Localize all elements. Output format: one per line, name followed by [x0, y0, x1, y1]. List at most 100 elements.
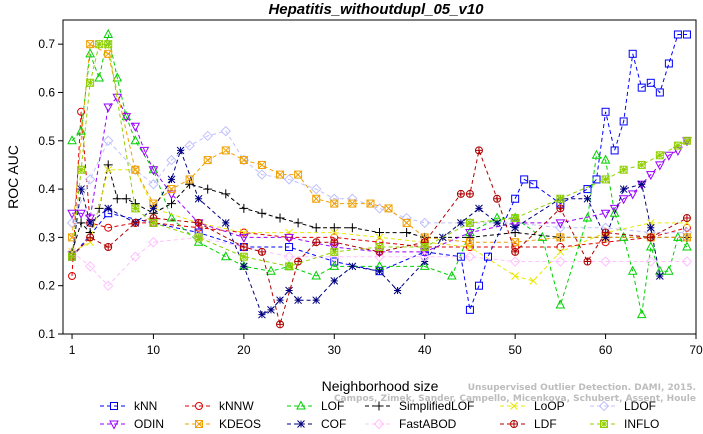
point-ldof: [419, 217, 430, 229]
series-line-knnw: [71, 111, 688, 277]
point-inflo: [285, 262, 294, 271]
point-ldf: [682, 214, 691, 223]
point-ldf: [131, 218, 140, 227]
legend-swatch-marker: [510, 420, 518, 428]
point-cof: [475, 204, 483, 213]
point-simplifiedlof: [257, 208, 267, 218]
point-kdeos: [312, 194, 321, 203]
point-knn: [673, 30, 682, 39]
point-ldof: [66, 217, 78, 229]
series-kdeos: [68, 40, 691, 247]
point-knn: [637, 83, 646, 92]
point-ldof: [166, 154, 177, 166]
point-lof: [673, 231, 683, 241]
point-inflo: [673, 141, 682, 150]
series-line-simplifiedlof: [71, 164, 687, 253]
point-lof: [311, 270, 322, 280]
point-lof: [193, 236, 204, 246]
point-lof: [609, 207, 620, 217]
point-ldf: [493, 194, 502, 203]
point-inflo: [330, 247, 339, 256]
point-kdeos: [257, 160, 266, 169]
point-fastabod: [681, 256, 693, 267]
point-lof: [130, 135, 141, 145]
point-fastabod: [84, 261, 96, 272]
series-line-ldof: [71, 130, 687, 234]
x-tick-label: 20: [237, 343, 251, 357]
point-knn: [646, 78, 655, 87]
point-lof: [121, 111, 132, 121]
point-fastabod: [130, 251, 141, 262]
point-cof: [194, 194, 203, 203]
point-knn: [456, 252, 465, 261]
point-kdeos: [239, 156, 248, 165]
point-odin: [139, 146, 150, 156]
point-knnw: [465, 243, 474, 252]
point-kdeos: [384, 204, 393, 213]
point-lof: [112, 72, 123, 82]
x-axis-ticks: 1 10 20 30 40 50 60 70: [69, 334, 703, 357]
point-kdeos: [348, 199, 357, 208]
point-lof: [67, 135, 77, 145]
x-tick-label: 1: [69, 343, 76, 357]
series-line-inflo: [71, 43, 688, 267]
legend-swatch-marker: [195, 402, 203, 410]
point-ldof: [555, 222, 566, 233]
legend-swatch-marker: [600, 420, 608, 428]
point-ldf: [646, 233, 655, 242]
point-cof: [176, 146, 185, 155]
series-line-kdeos: [71, 43, 687, 243]
point-lof: [76, 125, 86, 135]
point-ldf: [257, 247, 266, 256]
point-inflo: [511, 214, 520, 223]
point-cof: [457, 219, 465, 227]
point-knn: [520, 175, 529, 184]
point-loop: [556, 248, 565, 256]
point-knn: [619, 117, 628, 126]
point-cof: [77, 185, 85, 193]
point-cof: [348, 262, 357, 271]
point-lof: [627, 265, 638, 275]
point-cof: [330, 277, 339, 285]
y-tick-label: 0.7: [38, 37, 55, 51]
point-inflo: [601, 175, 610, 184]
point-odin: [627, 190, 638, 200]
point-knnw: [77, 107, 86, 116]
point-ldf: [456, 189, 465, 198]
point-lof: [419, 260, 430, 270]
point-cof: [511, 223, 519, 232]
point-knn: [285, 243, 294, 252]
point-lof: [664, 265, 674, 275]
legend-swatch-marker: [195, 420, 203, 428]
point-cof: [375, 267, 384, 276]
point-cof: [646, 223, 655, 232]
series-ldof: [66, 125, 693, 238]
point-knn: [628, 49, 637, 58]
point-odin: [618, 195, 629, 205]
point-simplifiedlof: [402, 228, 412, 238]
point-cof: [601, 233, 610, 242]
point-ldf: [511, 247, 520, 256]
point-kdeos: [402, 218, 411, 227]
point-ldof: [103, 135, 114, 146]
point-knnw: [104, 223, 113, 232]
watermark-line-1: Unsupervised Outlier Detection. DAMI, 20…: [468, 383, 696, 393]
point-lof: [600, 154, 611, 164]
y-tick-label: 0.6: [38, 85, 55, 99]
point-simplifiedlof: [239, 203, 249, 213]
point-fastabod: [555, 256, 566, 267]
point-inflo: [104, 40, 113, 49]
point-ldof: [256, 169, 268, 180]
point-kdeos: [465, 238, 474, 247]
point-cof: [149, 204, 158, 213]
point-fastabod: [148, 237, 159, 248]
point-lof: [94, 72, 105, 82]
point-cof: [221, 219, 230, 227]
legend-swatch-marker: [297, 420, 305, 428]
point-inflo: [375, 243, 384, 252]
point-odin: [130, 122, 141, 132]
point-lof: [266, 265, 276, 275]
point-lof: [166, 212, 177, 222]
point-simplifiedlof: [347, 223, 357, 233]
point-ldf: [276, 320, 285, 329]
